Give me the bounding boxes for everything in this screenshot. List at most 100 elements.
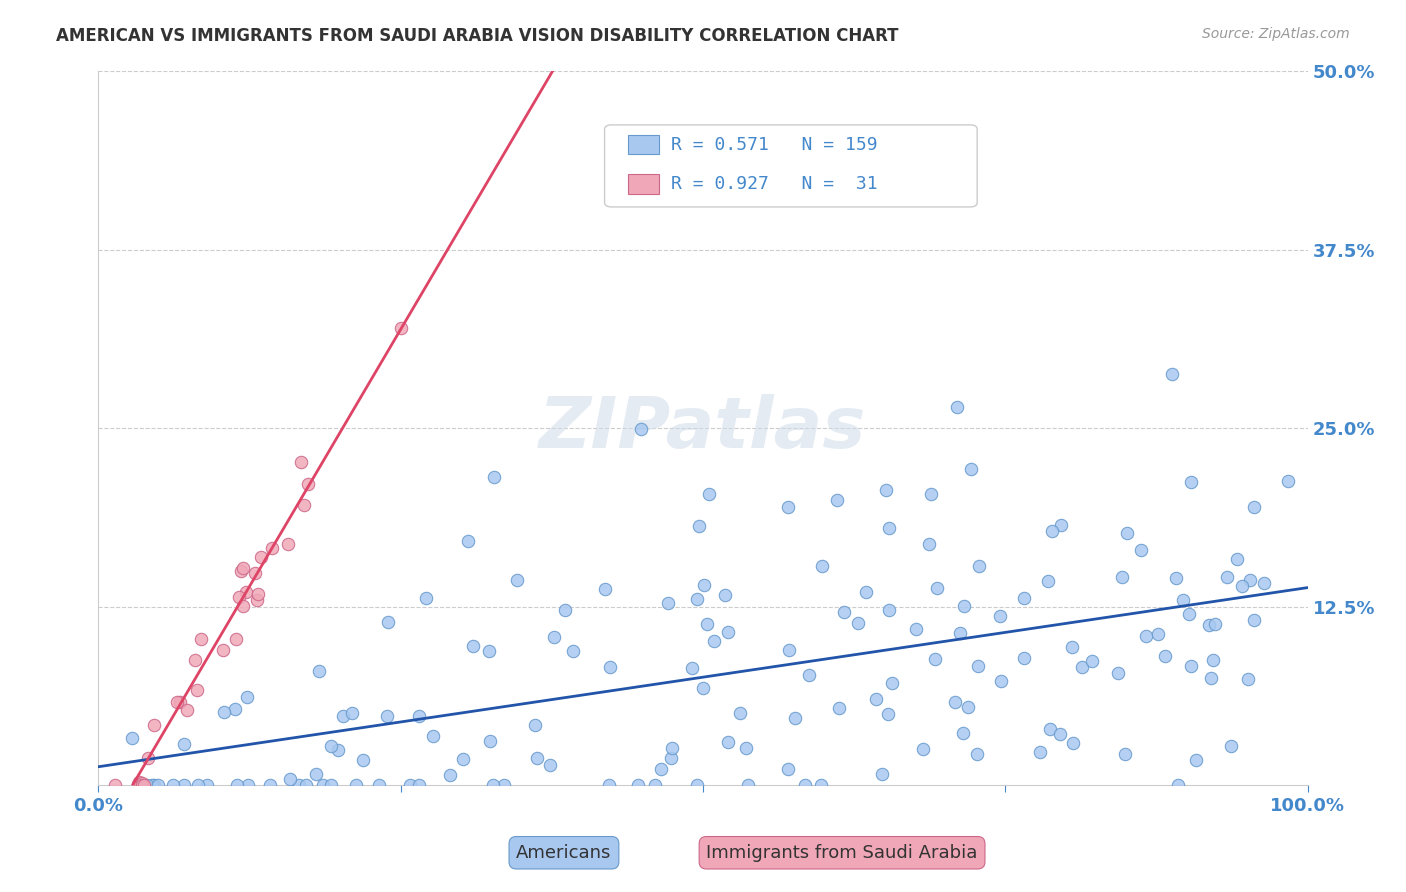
Point xyxy=(135,778,157,792)
Point xyxy=(1185,753,1208,767)
Point xyxy=(967,559,990,574)
Point xyxy=(811,558,834,573)
Point xyxy=(827,493,849,508)
Point xyxy=(945,400,967,414)
Point xyxy=(1116,525,1139,540)
Point xyxy=(659,751,682,765)
Point xyxy=(457,534,479,549)
Point xyxy=(259,778,281,792)
Point xyxy=(186,683,208,698)
Point xyxy=(166,695,188,709)
Point xyxy=(524,718,547,732)
Point xyxy=(599,660,621,674)
Point xyxy=(846,616,869,631)
Point xyxy=(143,718,166,732)
Point xyxy=(686,592,709,607)
Point xyxy=(1014,591,1036,605)
Point xyxy=(876,707,898,722)
Point xyxy=(173,737,195,751)
Point xyxy=(187,778,209,792)
Point xyxy=(1177,607,1199,621)
Point xyxy=(162,778,184,792)
Point xyxy=(1164,571,1187,585)
Point xyxy=(778,762,800,776)
Point xyxy=(228,590,250,604)
Point xyxy=(224,702,246,716)
Point xyxy=(399,778,422,792)
Point xyxy=(1062,640,1084,655)
Point xyxy=(870,766,893,780)
Point xyxy=(1204,617,1226,632)
Point xyxy=(877,521,900,535)
Point xyxy=(1135,630,1157,644)
Point xyxy=(328,743,350,757)
Text: R = 0.927   N =  31: R = 0.927 N = 31 xyxy=(671,175,877,193)
Point xyxy=(920,486,942,500)
Point xyxy=(735,740,758,755)
Point xyxy=(141,778,163,792)
Point xyxy=(308,665,330,679)
Point xyxy=(352,753,374,767)
Point xyxy=(793,778,815,792)
Point xyxy=(1277,474,1299,488)
Point xyxy=(593,582,616,596)
Point xyxy=(1216,570,1239,584)
Point xyxy=(627,778,650,792)
Point xyxy=(342,706,364,720)
Point xyxy=(918,537,941,551)
Point xyxy=(728,706,751,721)
Point xyxy=(957,699,980,714)
Point xyxy=(297,477,319,491)
Point xyxy=(713,588,735,602)
Point xyxy=(1129,543,1152,558)
Point xyxy=(717,625,740,640)
Point xyxy=(246,587,269,601)
Point xyxy=(132,778,155,792)
Point xyxy=(305,767,328,781)
Point xyxy=(1202,653,1225,667)
Point xyxy=(290,455,312,469)
Point xyxy=(461,639,484,653)
Point xyxy=(1180,658,1202,673)
Point xyxy=(238,778,260,792)
Point xyxy=(211,642,233,657)
Point xyxy=(855,585,877,599)
Point xyxy=(246,593,269,607)
Point xyxy=(717,734,740,748)
Point xyxy=(650,762,672,776)
Point xyxy=(949,626,972,640)
Point xyxy=(173,778,195,792)
Point xyxy=(1114,747,1136,761)
Point xyxy=(368,778,391,792)
Point xyxy=(1111,570,1133,584)
Point xyxy=(146,778,169,792)
Point xyxy=(1038,574,1060,588)
Point xyxy=(131,778,153,792)
Text: Immigrants from Saudi Arabia: Immigrants from Saudi Arabia xyxy=(706,844,977,862)
Point xyxy=(231,599,253,614)
Point xyxy=(121,731,143,745)
Point xyxy=(478,734,501,748)
Point xyxy=(287,778,309,792)
Point xyxy=(128,775,150,789)
Point xyxy=(451,752,474,766)
Point xyxy=(1243,500,1265,515)
Point xyxy=(131,775,153,789)
Point xyxy=(832,605,855,619)
Point xyxy=(630,422,652,436)
Point xyxy=(681,661,703,675)
Point xyxy=(321,778,343,792)
Point xyxy=(657,596,679,610)
Point xyxy=(481,778,503,792)
Point xyxy=(1198,618,1220,632)
Point xyxy=(377,615,399,629)
Point xyxy=(943,695,966,709)
Point xyxy=(697,487,720,501)
Point xyxy=(225,632,247,646)
Point xyxy=(1220,739,1243,753)
Point xyxy=(169,695,191,709)
Point xyxy=(262,541,284,556)
Point xyxy=(990,673,1012,688)
Point xyxy=(561,644,583,658)
Point xyxy=(422,729,444,743)
